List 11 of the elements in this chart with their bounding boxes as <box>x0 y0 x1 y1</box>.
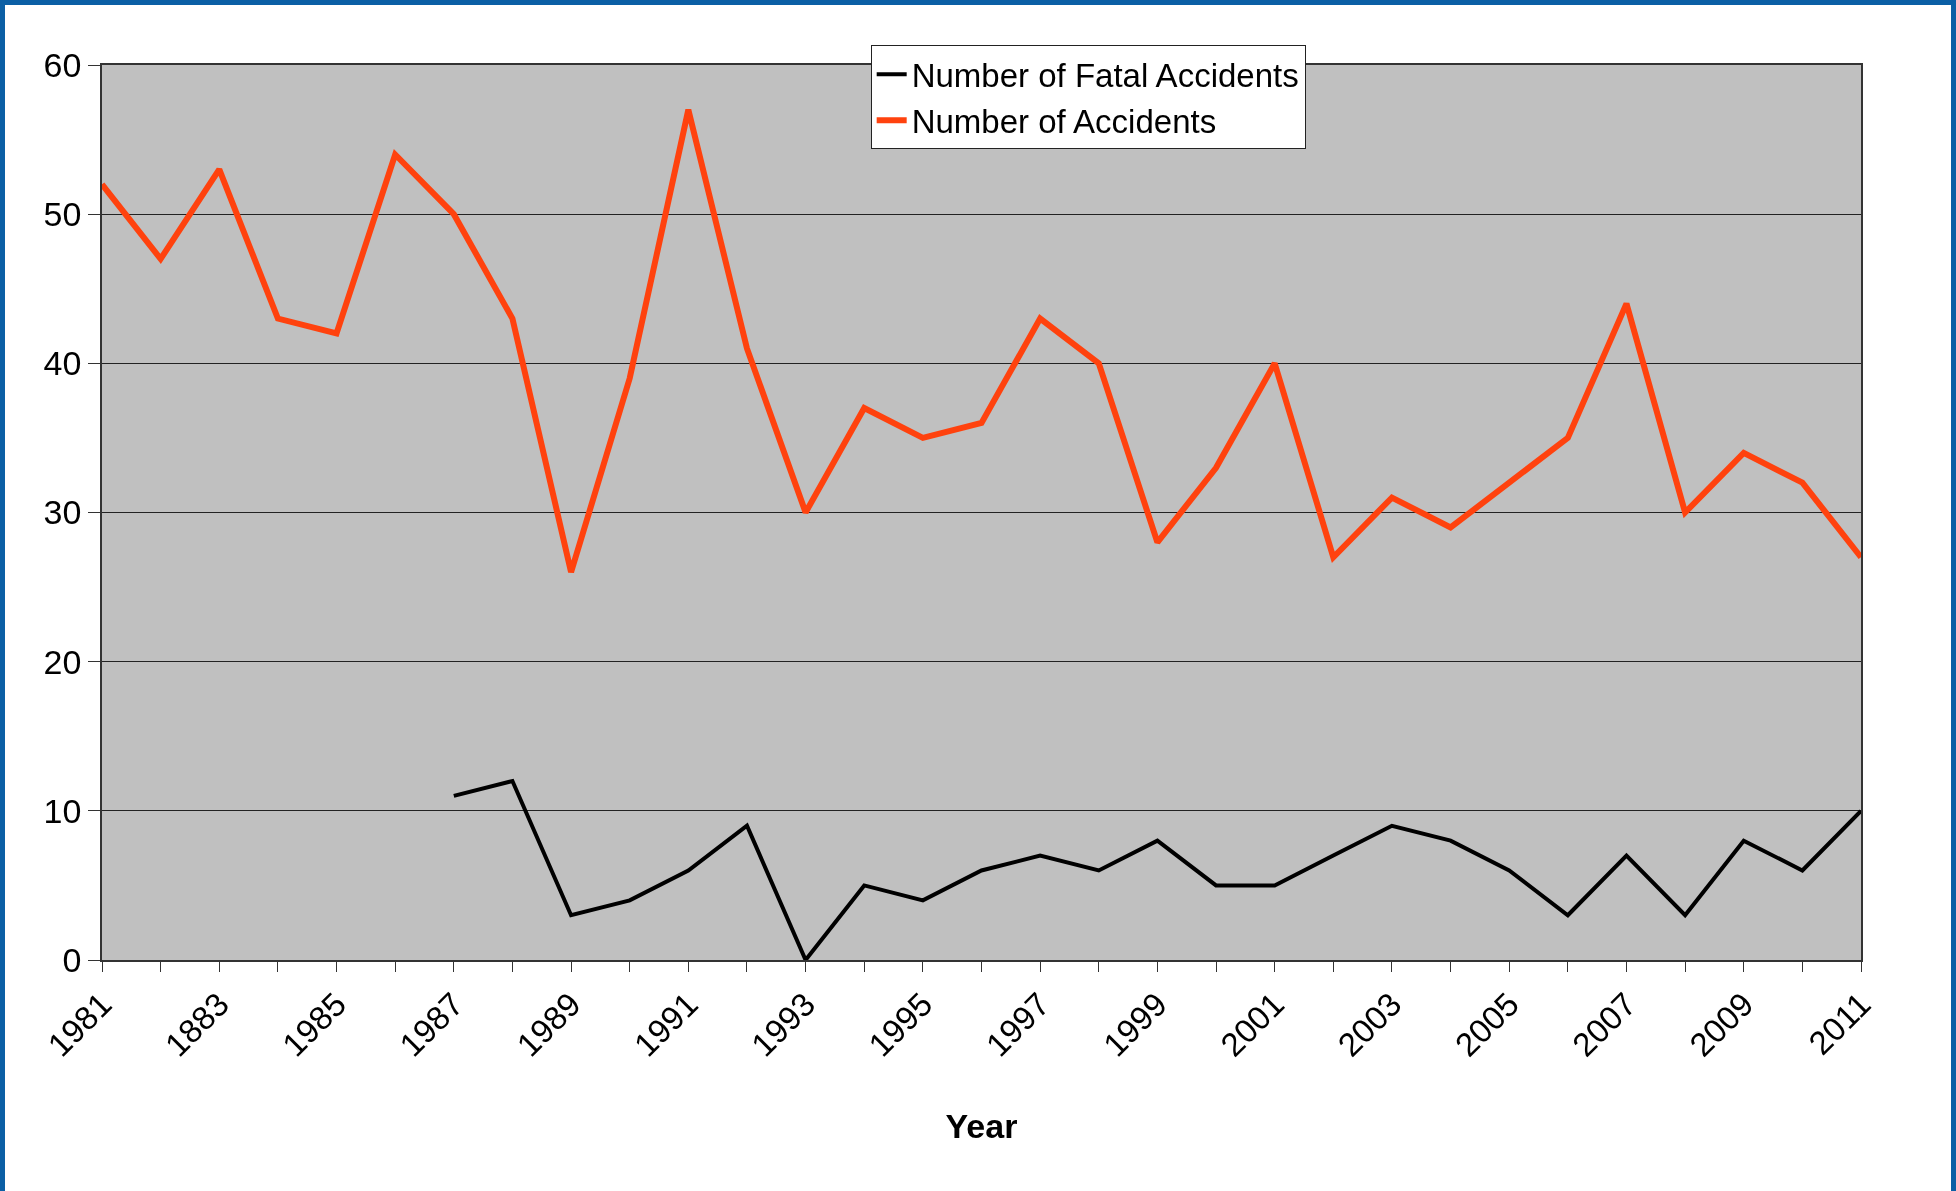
y-tick-label: 0 <box>62 940 82 979</box>
y-tick-label: 40 <box>43 344 82 383</box>
x-axis-title: Year <box>945 1107 1018 1146</box>
line-series <box>451 779 1861 960</box>
legend-label: Number of Accidents <box>911 103 1217 141</box>
y-tick-label: 10 <box>43 791 82 830</box>
y-tick-label: 30 <box>43 493 82 532</box>
y-tick-label: 20 <box>43 642 82 681</box>
y-tick-label: 60 <box>43 45 82 84</box>
legend-label: Number of Fatal Accidents <box>911 57 1299 95</box>
y-tick-label: 50 <box>43 195 82 234</box>
